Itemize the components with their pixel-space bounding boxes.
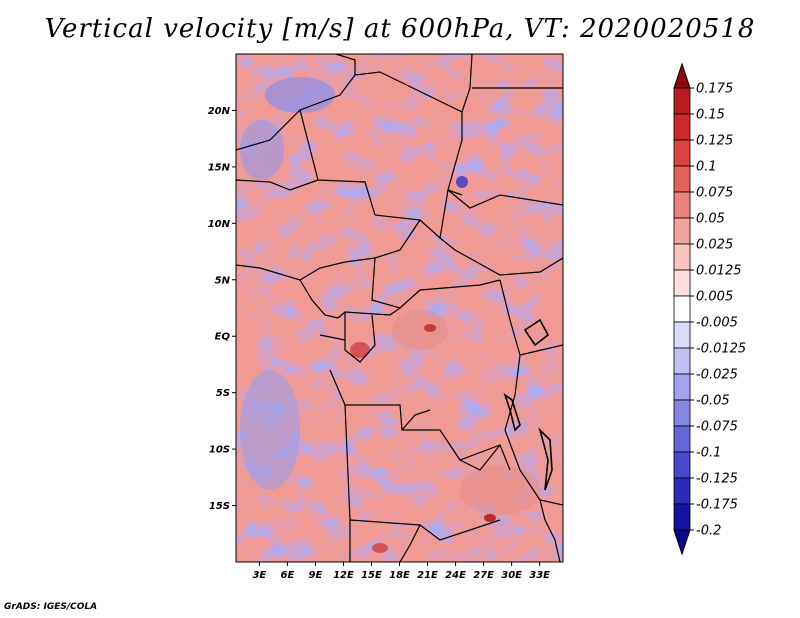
- colorbar-label: 0.1: [696, 160, 717, 175]
- lat-tick-label: EQ: [215, 332, 231, 343]
- colorbar-label: 0.125: [696, 134, 733, 149]
- field-highlights: [240, 77, 540, 553]
- colorbar-bottom-arrow: [673, 529, 691, 556]
- lat-tick-label: 15S: [209, 501, 230, 512]
- colorbar-label: -0.05: [696, 394, 730, 409]
- colorbar-label: 0.005: [696, 290, 733, 305]
- colorbar-segment: [673, 269, 691, 297]
- colorbar-label: -0.075: [696, 420, 738, 435]
- colorbar-top-arrow: [673, 62, 691, 89]
- lon-tick-label: 6E: [280, 570, 294, 581]
- lake-outlines: [503, 318, 553, 491]
- colorbar-label: -0.175: [696, 498, 738, 513]
- colorbar-segment: [673, 139, 691, 167]
- lon-tick-label: 9E: [309, 570, 323, 581]
- colorbar-segment: [673, 321, 691, 349]
- colorbar-segment: [673, 165, 691, 193]
- latitude-axis: 20N 15N 10N 5N EQ 5S 10S 15S: [208, 106, 236, 512]
- colorbar-segment: [673, 191, 691, 219]
- colorbar-segment: [673, 113, 691, 141]
- colorbar-segment: [673, 425, 691, 453]
- lon-tick-label: 33E: [529, 570, 550, 581]
- longitude-axis: 3E 6E 9E 12E 15E 18E 21E 24E 27E 30E 33E: [252, 562, 550, 581]
- lat-tick-label: 20N: [208, 106, 231, 117]
- colorbar-segment: [673, 503, 691, 531]
- colorbar-label: 0.0125: [696, 264, 742, 279]
- colorbar-segment: [673, 451, 691, 479]
- chart-title: Vertical velocity [m/s] at 600hPa, VT: 2…: [44, 14, 756, 44]
- colorbar-segment: [673, 243, 691, 271]
- lon-tick-label: 21E: [417, 570, 438, 581]
- lat-tick-label: 10N: [208, 219, 231, 230]
- colorbar-label: -0.0125: [696, 342, 746, 357]
- country-borders: [236, 54, 563, 562]
- colorbar-segment: [673, 477, 691, 505]
- lon-tick-label: 12E: [333, 570, 354, 581]
- lon-tick-label: 3E: [252, 570, 266, 581]
- colorbar-segment: [673, 399, 691, 427]
- colorbar-label: -0.005: [696, 316, 738, 331]
- colorbar-segment: [673, 347, 691, 375]
- lon-tick-label: 30E: [501, 570, 522, 581]
- colorbar-label: 0.175: [696, 82, 733, 97]
- colorbar: 0.175 0.15 0.125 0.1 0.075 0.05 0.025 0.0125 0.0…: [673, 62, 746, 556]
- lon-tick-label: 27E: [473, 570, 494, 581]
- lat-tick-label: 10S: [209, 445, 230, 456]
- lon-tick-label: 18E: [389, 570, 410, 581]
- colorbar-label: -0.2: [696, 524, 721, 539]
- colorbar-segment: [673, 217, 691, 245]
- colorbar-label: -0.025: [696, 368, 738, 383]
- lat-tick-label: 5S: [216, 388, 230, 399]
- grads-credit: GrADS: IGES/COLA: [4, 602, 98, 612]
- lat-tick-label: 15N: [208, 162, 231, 173]
- lon-tick-label: 24E: [445, 570, 466, 581]
- colorbar-segment: [673, 295, 691, 323]
- colorbar-label: 0.025: [696, 238, 733, 253]
- lat-tick-label: 5N: [215, 275, 231, 286]
- colorbar-segment: [673, 373, 691, 401]
- map-plot-area: [235, 53, 564, 563]
- colorbar-segment: [673, 87, 691, 115]
- colorbar-label: -0.1: [696, 446, 721, 461]
- lon-tick-label: 15E: [361, 570, 382, 581]
- colorbar-label: -0.125: [696, 472, 738, 487]
- colorbar-label: 0.05: [696, 212, 725, 227]
- colorbar-label: 0.075: [696, 186, 733, 201]
- colorbar-label: 0.15: [696, 108, 725, 123]
